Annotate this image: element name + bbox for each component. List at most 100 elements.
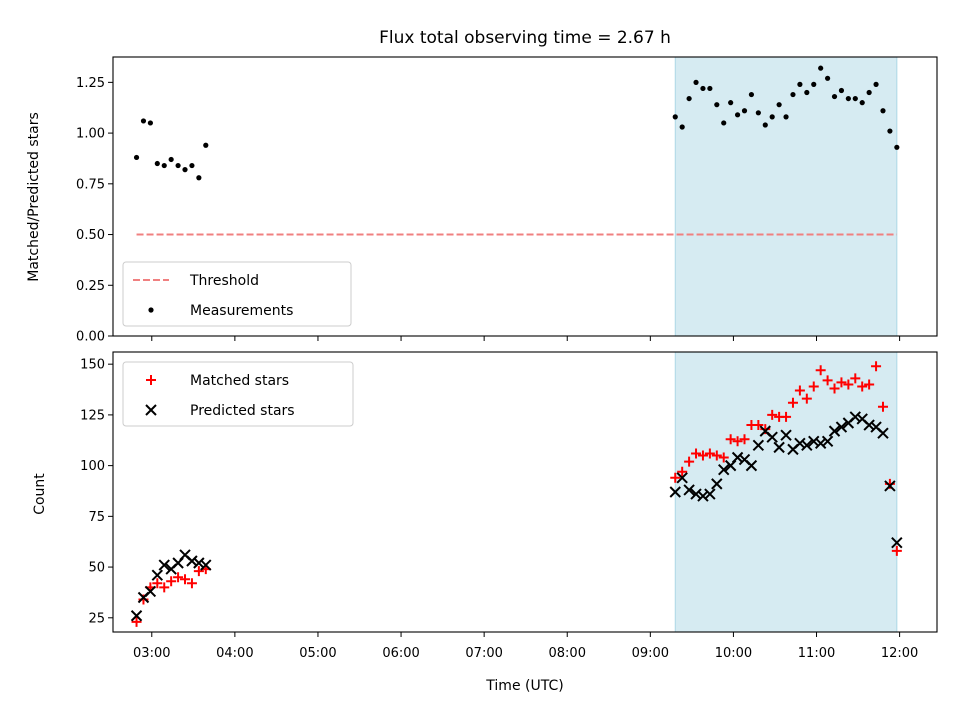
data-point: [780, 429, 792, 441]
legend-box: [122, 261, 352, 327]
data-point: [168, 156, 174, 163]
data-point: [828, 425, 841, 437]
data-point: [704, 448, 715, 459]
data-point: [152, 578, 163, 589]
data-point: [894, 144, 900, 150]
x-tick-label: 03:00: [133, 646, 170, 661]
data-point: [766, 431, 778, 443]
data-point: [193, 566, 204, 577]
data-point: [711, 478, 723, 490]
data-point: [161, 162, 167, 169]
y-tick-label: 0.50: [76, 228, 105, 243]
data-point: [672, 114, 678, 120]
data-point: [131, 616, 142, 627]
y-tick-label: 1.25: [76, 76, 105, 91]
data-point: [776, 102, 782, 108]
data-point: [891, 537, 903, 549]
data-point: [836, 377, 847, 388]
data-point: [697, 450, 708, 461]
x-tick-label: 06:00: [382, 646, 419, 661]
data-point: [773, 441, 785, 454]
data-point: [801, 439, 813, 452]
data-point: [797, 81, 803, 87]
legend-label: Predicted stars: [190, 403, 295, 419]
data-point: [158, 559, 170, 571]
y-tick-label: 100: [80, 459, 105, 474]
data-point: [767, 409, 778, 420]
legend: Threshold Measurements: [122, 261, 352, 327]
data-point: [144, 585, 157, 598]
data-point: [753, 420, 764, 431]
plot-frame: [112, 351, 938, 633]
data-point: [133, 154, 140, 161]
data-point: [852, 95, 858, 102]
data-point: [684, 456, 695, 467]
data-point: [690, 488, 702, 500]
legend: Matched stars Predicted stars: [122, 361, 354, 427]
legend-label: Matched stars: [190, 373, 289, 389]
bottom-panel: 25 50 75 100 125 150 03:00 04:00 05:00 06:00 07:00…: [80, 351, 938, 661]
data-point: [794, 437, 806, 450]
y-tick-label: 50: [88, 561, 105, 576]
series-predicted-stars: [130, 411, 903, 622]
data-point: [762, 122, 768, 128]
chart-title: Flux total observing time = 2.67 h: [379, 28, 671, 48]
legend-label: Threshold: [189, 273, 259, 289]
data-point: [175, 162, 181, 169]
legend-box: [122, 361, 354, 427]
data-point: [677, 466, 688, 477]
legend-dot-swatch: [148, 307, 154, 313]
data-point: [794, 385, 805, 396]
data-point: [732, 436, 743, 447]
x-tick-label: 07:00: [465, 646, 502, 661]
data-point: [704, 488, 716, 500]
x-tick-label: 04:00: [216, 646, 253, 661]
data-point: [755, 110, 761, 116]
data-point: [822, 375, 833, 386]
data-point: [804, 89, 810, 96]
data-point: [849, 411, 861, 423]
data-point: [745, 459, 758, 472]
top-y-axis-label: Matched/Predicted stars: [26, 112, 42, 282]
data-point: [718, 452, 729, 463]
bottom-y-axis-label: Count: [32, 473, 48, 515]
y-tick-label: 125: [80, 408, 105, 423]
data-point: [186, 555, 198, 567]
legend-plus-swatch: [146, 375, 156, 385]
y-tick-label: 75: [88, 510, 105, 525]
data-point: [821, 435, 834, 447]
data-point: [683, 484, 695, 496]
y-tick-label: 150: [80, 358, 105, 373]
data-point: [669, 486, 681, 498]
data-point: [693, 79, 699, 85]
data-point: [787, 397, 798, 408]
data-point: [691, 448, 702, 459]
data-point: [880, 108, 886, 114]
data-point: [725, 434, 736, 445]
data-point: [154, 160, 160, 167]
data-point: [859, 100, 865, 106]
data-point: [180, 574, 191, 585]
data-point: [718, 463, 730, 476]
y-tick-label: 1.00: [76, 127, 105, 142]
data-point: [866, 89, 872, 96]
shaded-interval: [675, 57, 897, 336]
data-point: [686, 95, 692, 102]
data-point: [891, 545, 902, 556]
data-point: [887, 128, 893, 134]
data-point: [196, 175, 202, 181]
data-point: [728, 100, 734, 106]
data-point: [829, 383, 840, 394]
data-point: [769, 114, 775, 120]
data-point: [193, 557, 205, 569]
data-point: [676, 472, 688, 484]
data-point: [781, 411, 792, 422]
data-point: [721, 120, 727, 126]
data-point: [734, 112, 741, 118]
data-point: [670, 472, 681, 483]
data-point: [801, 393, 812, 404]
y-tick-label: 0.00: [76, 330, 105, 345]
legend-x-swatch: [145, 404, 157, 416]
data-point: [818, 65, 824, 71]
